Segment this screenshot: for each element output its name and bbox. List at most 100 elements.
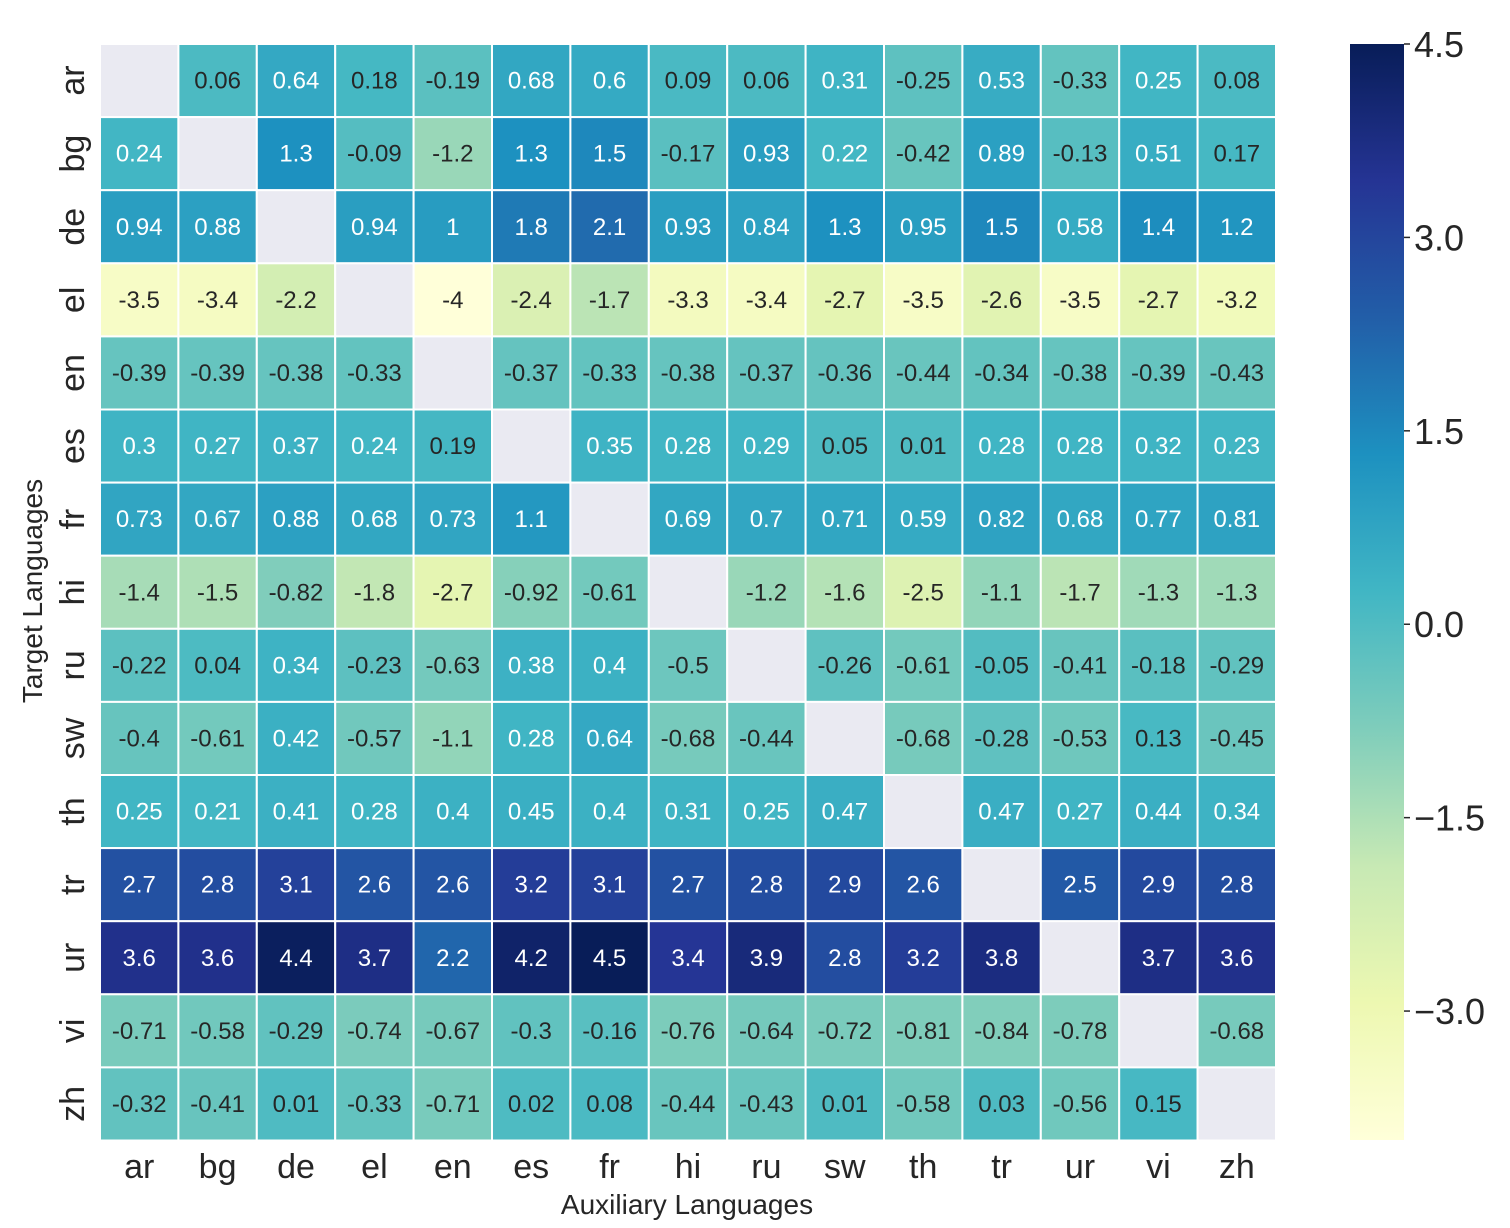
heatmap-cell-empty-ru-ru xyxy=(726,627,807,703)
heatmap-cell-tr-de xyxy=(255,847,337,923)
cell-value-label: -0.22 xyxy=(112,652,167,679)
cell-value-label: 0.25 xyxy=(1135,68,1182,95)
heatmap-cell-vi-tr xyxy=(961,993,1042,1069)
heatmap-cell-zh-el xyxy=(334,1066,415,1142)
cell-value-label: -0.28 xyxy=(974,725,1029,752)
cell-value-label: 3.9 xyxy=(750,945,783,972)
heatmap-cell-tr-ar xyxy=(99,847,180,923)
cell-value-label: 0.59 xyxy=(900,506,947,533)
y-tick-label-th: th xyxy=(54,797,92,825)
x-tick-label-en: en xyxy=(434,1148,472,1186)
heatmap-cell-el-sw xyxy=(804,262,885,338)
cell-value-label: -0.58 xyxy=(190,1018,245,1045)
cell-value-label: -0.72 xyxy=(817,1018,872,1045)
cell-value-label: 3.2 xyxy=(907,945,940,972)
cell-value-label: -0.5 xyxy=(667,652,708,679)
cell-value-label: -0.05 xyxy=(974,652,1029,679)
heatmap-cell-sw-es xyxy=(491,700,572,777)
heatmap-cell-el-ru xyxy=(726,262,807,338)
heatmap-cell-zh-sw xyxy=(804,1066,885,1142)
heatmap-cell-en-ru xyxy=(726,335,807,411)
cell-value-label: 0.13 xyxy=(1135,725,1182,752)
heatmap-cell-ru-fr xyxy=(569,627,650,703)
heatmap-cell-bg-sw xyxy=(804,116,885,192)
cell-value-label: 0.7 xyxy=(750,506,783,533)
cell-value-label: 0.67 xyxy=(194,506,241,533)
cell-value-label: -3.4 xyxy=(746,287,787,314)
cell-value-label: 1.8 xyxy=(515,214,548,241)
cell-value-label: -1.7 xyxy=(589,287,630,314)
heatmap-cell-es-zh xyxy=(1196,408,1277,484)
cell-value-label: -0.82 xyxy=(269,579,324,606)
y-tick-label-en: en xyxy=(54,354,92,392)
x-tick-label-vi: vi xyxy=(1146,1148,1171,1186)
cell-value-label: 3.1 xyxy=(593,872,626,899)
cell-value-label: 1.3 xyxy=(515,141,548,168)
cell-value-label: 0.47 xyxy=(821,799,868,826)
heatmap-cell-es-el xyxy=(334,408,415,484)
heatmap-cell-el-en xyxy=(412,262,494,338)
cell-value-label: -2.2 xyxy=(275,287,316,314)
heatmap-cell-en-vi xyxy=(1118,335,1199,411)
heatmap-cell-hi-es xyxy=(491,554,572,630)
heatmap-cell-zh-es xyxy=(491,1066,572,1142)
cell-value-label: -0.38 xyxy=(1053,360,1108,387)
cell-value-label: 1.5 xyxy=(985,214,1018,241)
cell-value-label: 1.4 xyxy=(1142,214,1175,241)
cell-value-label: 2.6 xyxy=(907,872,940,899)
heatmap-cell-tr-zh xyxy=(1196,847,1277,923)
y-tick-label-ur: ur xyxy=(54,943,92,973)
heatmap-cell-empty-sw-sw xyxy=(804,700,885,777)
heatmap-cell-empty-ur-ur xyxy=(1039,920,1121,996)
cell-value-label: -0.63 xyxy=(425,652,480,679)
heatmap-cell-fr-ur xyxy=(1039,481,1121,557)
cell-value-label: 0.19 xyxy=(429,433,476,460)
cell-value-label: 1.3 xyxy=(828,214,861,241)
cell-value-label: 2.9 xyxy=(1142,872,1175,899)
cell-value-label: 0.4 xyxy=(436,799,469,826)
cell-value-label: -4 xyxy=(442,287,463,314)
heatmap-cell-bg-el xyxy=(334,116,415,192)
y-tick-label-es: es xyxy=(54,428,92,464)
heatmap-cell-empty-el-el xyxy=(334,262,415,338)
cell-value-label: -0.43 xyxy=(739,1091,794,1118)
heatmap-cell-ru-el xyxy=(334,627,415,703)
cell-value-label: -0.32 xyxy=(112,1091,167,1118)
heatmap-cell-th-bg xyxy=(177,774,258,850)
cell-value-label: 0.24 xyxy=(351,433,398,460)
cell-value-label: 0.35 xyxy=(586,433,633,460)
cell-value-label: -0.33 xyxy=(347,360,402,387)
colorbar-tick-label: −3.0 xyxy=(1414,991,1485,1032)
heatmap-cell-ru-sw xyxy=(804,627,885,703)
heatmap-cell-th-ru xyxy=(726,774,807,850)
cell-value-label: -0.23 xyxy=(347,652,402,679)
cell-value-label: -0.33 xyxy=(582,360,637,387)
cell-value-label: 0.31 xyxy=(821,68,868,95)
cell-value-label: -0.71 xyxy=(425,1091,480,1118)
cell-value-label: 0.31 xyxy=(665,799,712,826)
heatmap-cell-ur-zh xyxy=(1196,920,1277,996)
heatmap-cell-ur-en xyxy=(412,920,494,996)
heatmap-cell-bg-es xyxy=(491,116,572,192)
heatmap-cell-el-de xyxy=(255,262,337,338)
cell-value-label: 0.27 xyxy=(1057,799,1104,826)
cell-value-label: 0.28 xyxy=(978,433,1025,460)
cell-value-label: -0.68 xyxy=(1209,1018,1264,1045)
cell-value-label: 0.4 xyxy=(593,652,626,679)
cell-value-label: -0.34 xyxy=(974,360,1029,387)
heatmap-cell-fr-vi xyxy=(1118,481,1199,557)
cell-value-label: -0.84 xyxy=(974,1018,1029,1045)
y-tick-label-vi: vi xyxy=(54,1019,92,1044)
heatmap-cell-ar-de xyxy=(255,43,337,119)
heatmap-cell-ar-ur xyxy=(1039,43,1121,119)
cell-value-label: -1.6 xyxy=(824,579,865,606)
cell-value-label: -2.5 xyxy=(903,579,944,606)
cell-value-label: 0.01 xyxy=(821,1091,868,1118)
colorbar-tick-label: −1.5 xyxy=(1414,798,1485,839)
x-tick-label-bg: bg xyxy=(199,1148,237,1186)
x-tick-labels: ar bg de el en es fr hi ru sw th tr ur vi zh xyxy=(124,1148,1255,1186)
cell-value-label: 2.6 xyxy=(358,872,391,899)
cell-value-label: 2.9 xyxy=(828,872,861,899)
cell-value-label: 0.88 xyxy=(194,214,241,241)
y-tick-label-bg: bg xyxy=(54,135,92,173)
